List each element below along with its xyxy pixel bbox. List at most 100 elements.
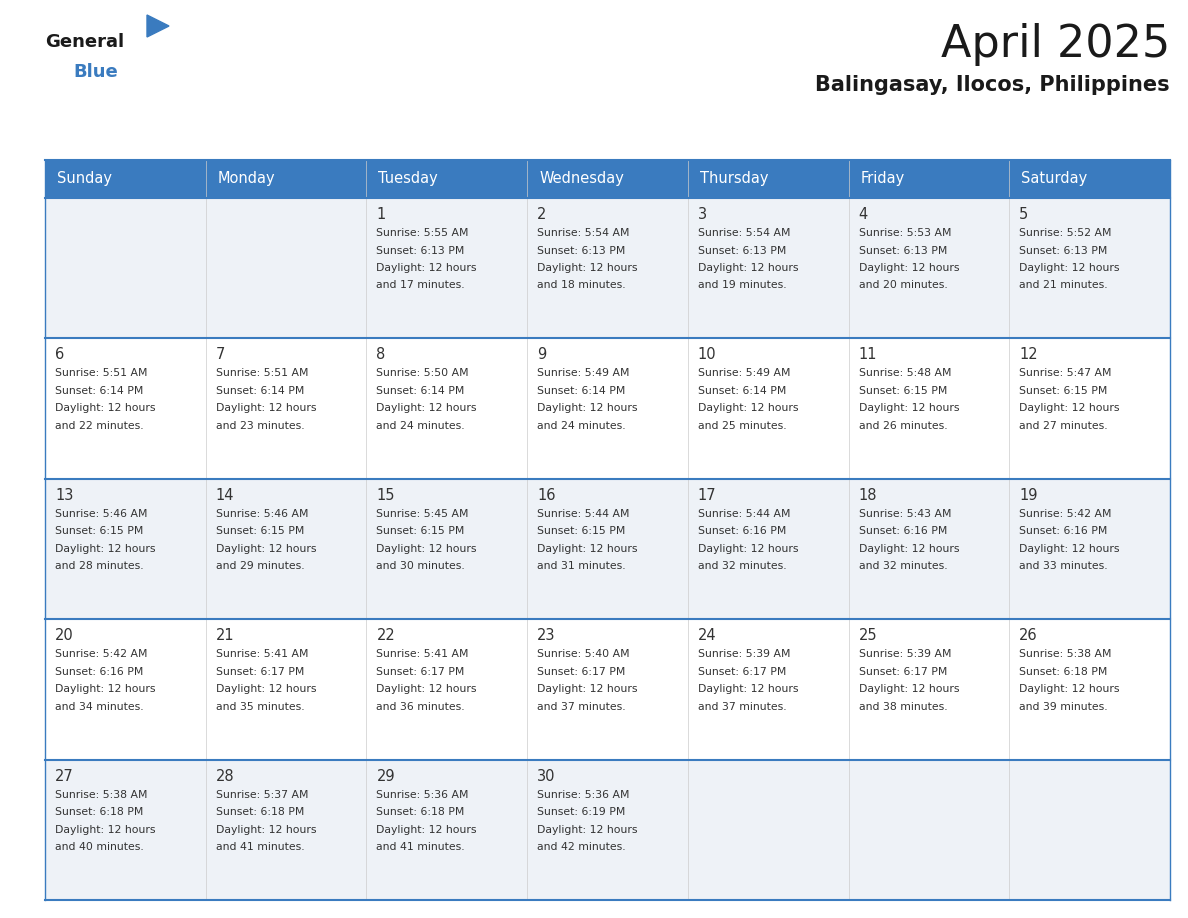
Bar [527,620,688,759]
Text: Sunrise: 5:49 AM: Sunrise: 5:49 AM [697,368,790,378]
Text: and 39 minutes.: and 39 minutes. [1019,701,1108,711]
Bar [366,198,527,339]
Text: Sunrise: 5:42 AM: Sunrise: 5:42 AM [55,649,147,659]
Text: Daylight: 12 hours: Daylight: 12 hours [377,684,476,694]
Text: 10: 10 [697,347,716,363]
Text: Sunrise: 5:42 AM: Sunrise: 5:42 AM [1019,509,1112,519]
Bar [1010,198,1170,339]
Bar [206,160,366,198]
Text: Sunrise: 5:39 AM: Sunrise: 5:39 AM [859,649,952,659]
Text: Sunrise: 5:43 AM: Sunrise: 5:43 AM [859,509,952,519]
Text: Daylight: 12 hours: Daylight: 12 hours [216,824,316,834]
Bar [45,620,206,759]
Bar [848,479,1010,620]
Bar [45,160,206,198]
Text: 4: 4 [859,207,867,222]
Text: Sunset: 6:14 PM: Sunset: 6:14 PM [697,386,786,396]
Text: 6: 6 [55,347,64,363]
Text: Daylight: 12 hours: Daylight: 12 hours [216,543,316,554]
Text: Daylight: 12 hours: Daylight: 12 hours [537,263,638,273]
Text: and 32 minutes.: and 32 minutes. [859,561,947,571]
Text: and 20 minutes.: and 20 minutes. [859,281,947,290]
Text: and 29 minutes.: and 29 minutes. [216,561,304,571]
Text: Daylight: 12 hours: Daylight: 12 hours [377,263,476,273]
Bar [366,339,527,479]
Bar [688,160,848,198]
Bar [206,479,366,620]
Text: 1: 1 [377,207,386,222]
Text: and 28 minutes.: and 28 minutes. [55,561,144,571]
Text: and 30 minutes.: and 30 minutes. [377,561,466,571]
Text: Sunrise: 5:54 AM: Sunrise: 5:54 AM [697,228,790,238]
Bar [527,160,688,198]
Bar [1010,479,1170,620]
Bar [206,339,366,479]
Text: Sunrise: 5:51 AM: Sunrise: 5:51 AM [55,368,147,378]
Text: Sunrise: 5:54 AM: Sunrise: 5:54 AM [537,228,630,238]
Text: Sunset: 6:13 PM: Sunset: 6:13 PM [697,245,786,255]
Text: 11: 11 [859,347,877,363]
Text: and 37 minutes.: and 37 minutes. [537,701,626,711]
Text: Sunset: 6:15 PM: Sunset: 6:15 PM [377,526,465,536]
Bar [527,198,688,339]
Text: Daylight: 12 hours: Daylight: 12 hours [697,684,798,694]
Text: Tuesday: Tuesday [379,172,438,186]
Text: and 34 minutes.: and 34 minutes. [55,701,144,711]
Text: Sunrise: 5:36 AM: Sunrise: 5:36 AM [537,789,630,800]
Text: Sunset: 6:17 PM: Sunset: 6:17 PM [537,666,626,677]
Bar [527,759,688,900]
Text: Daylight: 12 hours: Daylight: 12 hours [377,543,476,554]
Text: Sunrise: 5:52 AM: Sunrise: 5:52 AM [1019,228,1112,238]
Text: 9: 9 [537,347,546,363]
Text: Sunrise: 5:36 AM: Sunrise: 5:36 AM [377,789,469,800]
Text: Sunrise: 5:53 AM: Sunrise: 5:53 AM [859,228,952,238]
Text: Sunrise: 5:45 AM: Sunrise: 5:45 AM [377,509,469,519]
Text: Sunrise: 5:50 AM: Sunrise: 5:50 AM [377,368,469,378]
Text: 3: 3 [697,207,707,222]
Text: 19: 19 [1019,487,1038,503]
Text: Sunrise: 5:51 AM: Sunrise: 5:51 AM [216,368,308,378]
Text: Sunrise: 5:46 AM: Sunrise: 5:46 AM [216,509,308,519]
Bar [688,759,848,900]
Polygon shape [147,15,169,37]
Text: Daylight: 12 hours: Daylight: 12 hours [859,543,959,554]
Text: and 26 minutes.: and 26 minutes. [859,420,947,431]
Text: Daylight: 12 hours: Daylight: 12 hours [697,403,798,413]
Text: Sunrise: 5:41 AM: Sunrise: 5:41 AM [216,649,308,659]
Text: and 24 minutes.: and 24 minutes. [377,420,465,431]
Text: Daylight: 12 hours: Daylight: 12 hours [377,403,476,413]
Text: Sunset: 6:16 PM: Sunset: 6:16 PM [697,526,786,536]
Text: and 37 minutes.: and 37 minutes. [697,701,786,711]
Bar [45,479,206,620]
Text: and 32 minutes.: and 32 minutes. [697,561,786,571]
Bar [366,160,527,198]
Text: Balingasay, Ilocos, Philippines: Balingasay, Ilocos, Philippines [815,75,1170,95]
Bar [366,759,527,900]
Text: Daylight: 12 hours: Daylight: 12 hours [859,263,959,273]
Bar [366,479,527,620]
Bar [45,198,206,339]
Text: and 17 minutes.: and 17 minutes. [377,281,465,290]
Text: Daylight: 12 hours: Daylight: 12 hours [377,824,476,834]
Text: Sunrise: 5:44 AM: Sunrise: 5:44 AM [697,509,790,519]
Text: and 24 minutes.: and 24 minutes. [537,420,626,431]
Text: Daylight: 12 hours: Daylight: 12 hours [1019,263,1120,273]
Bar [45,339,206,479]
Text: Daylight: 12 hours: Daylight: 12 hours [1019,543,1120,554]
Text: Sunset: 6:18 PM: Sunset: 6:18 PM [377,807,465,817]
Text: 7: 7 [216,347,225,363]
Text: Daylight: 12 hours: Daylight: 12 hours [697,543,798,554]
Text: Sunset: 6:14 PM: Sunset: 6:14 PM [537,386,626,396]
Text: Daylight: 12 hours: Daylight: 12 hours [537,543,638,554]
Text: Sunset: 6:13 PM: Sunset: 6:13 PM [859,245,947,255]
Text: 26: 26 [1019,628,1038,644]
Bar [1010,160,1170,198]
Text: Sunrise: 5:37 AM: Sunrise: 5:37 AM [216,789,308,800]
Text: Sunrise: 5:55 AM: Sunrise: 5:55 AM [377,228,469,238]
Text: Sunset: 6:18 PM: Sunset: 6:18 PM [55,807,144,817]
Text: Sunset: 6:16 PM: Sunset: 6:16 PM [1019,526,1107,536]
Text: and 41 minutes.: and 41 minutes. [216,842,304,852]
Text: Sunset: 6:17 PM: Sunset: 6:17 PM [697,666,786,677]
Text: Sunset: 6:15 PM: Sunset: 6:15 PM [537,526,626,536]
Text: Sunrise: 5:49 AM: Sunrise: 5:49 AM [537,368,630,378]
